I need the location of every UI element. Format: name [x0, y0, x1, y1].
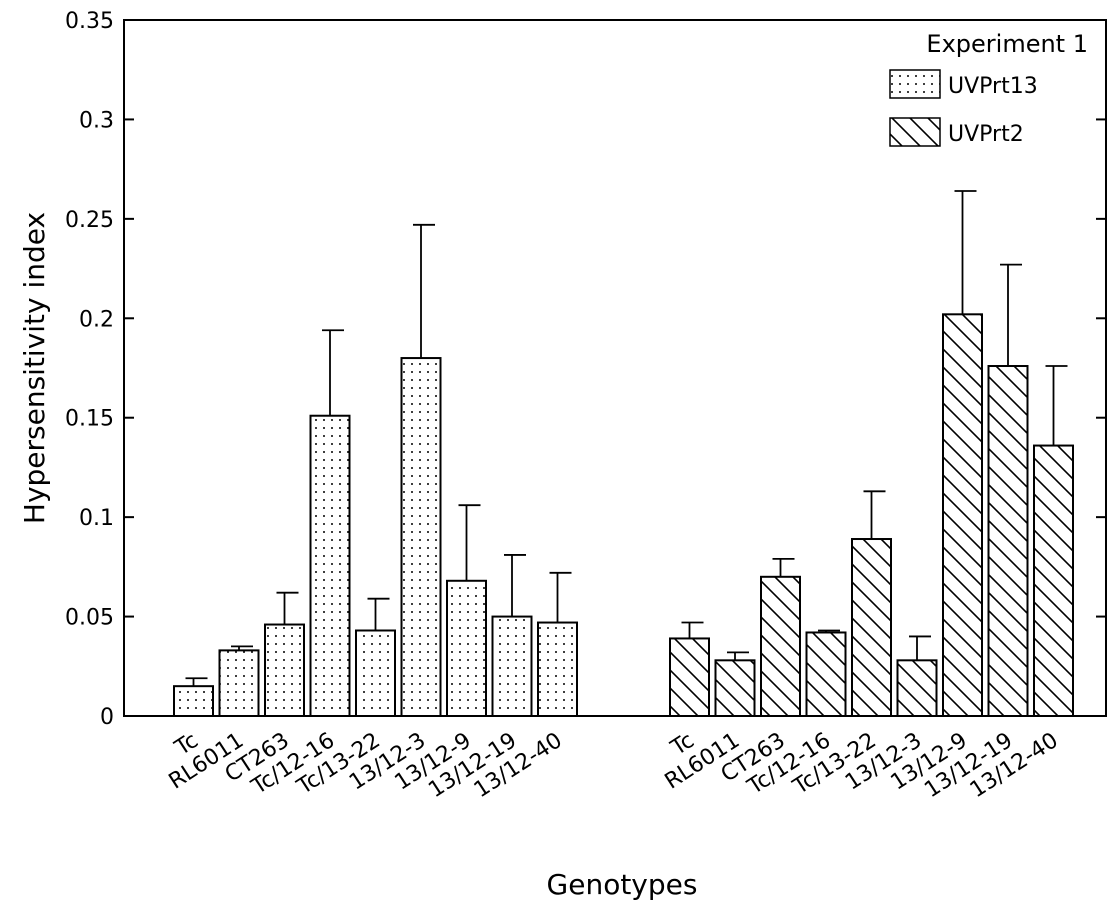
y-tick-label: 0.3	[79, 108, 114, 133]
bar-uvprt13-7	[491, 615, 533, 717]
y-tick-label: 0.2	[79, 307, 114, 332]
bar-uvprt13-8	[537, 621, 578, 718]
bar-uvprt2-4	[851, 538, 892, 718]
legend-label-uvprt13: UVPrt13	[948, 74, 1038, 99]
y-axis-label: Hypersensitivity index	[18, 212, 51, 524]
bar-uvprt2-5	[896, 659, 938, 718]
bar-uvprt2-8	[1033, 444, 1074, 717]
legend-swatch-uvprt13	[889, 69, 941, 99]
bar-uvprt13-4	[355, 629, 396, 718]
y-tick-label: 0.25	[65, 208, 114, 233]
bar-uvprt13-2	[264, 623, 305, 717]
bar-uvprt13-6	[446, 579, 487, 718]
y-tick-label: 0.1	[79, 506, 114, 531]
bar-uvprt13-5	[400, 357, 442, 717]
bar-uvprt2-7	[987, 365, 1029, 717]
legend-label-uvprt2: UVPrt2	[948, 122, 1024, 147]
plot-frame	[123, 19, 1107, 717]
bar-uvprt2-1	[714, 659, 756, 718]
legend-title: Experiment 1	[926, 30, 1088, 58]
bar-uvprt13-3	[309, 414, 351, 717]
y-tick-label: 0	[100, 705, 114, 730]
y-tick-label: 0.05	[65, 606, 114, 631]
bar-uvprt13-0	[173, 685, 214, 718]
y-tick-label: 0.15	[65, 407, 114, 432]
bar-uvprt2-6	[942, 313, 983, 717]
bar-uvprt2-2	[760, 575, 801, 717]
bar-uvprt2-0	[669, 637, 710, 718]
legend-swatch-uvprt2	[889, 117, 941, 147]
y-tick-label: 0.35	[65, 9, 114, 34]
bar-uvprt2-3	[805, 631, 847, 717]
x-axis-label: Genotypes	[547, 868, 698, 901]
bar-uvprt13-1	[218, 649, 260, 717]
